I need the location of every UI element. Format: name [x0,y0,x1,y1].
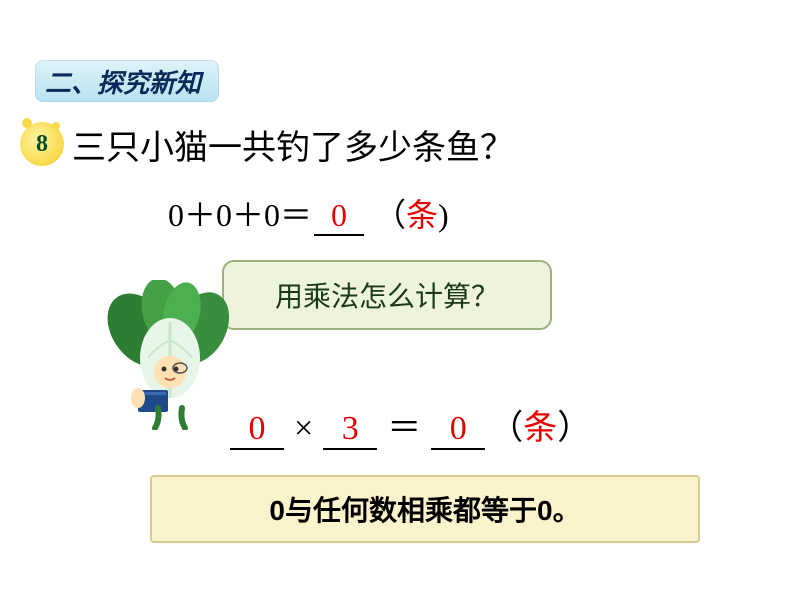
mult-result: 0 [431,410,485,450]
mult-paren-close: ） [557,400,591,449]
mult-eq: ＝ [387,400,421,449]
section-header: 二、探究新知 [35,60,219,102]
addition-equation: 0＋0＋0＝0 （条) [168,190,449,236]
addition-lhs: 0＋0＋0＝ [168,197,312,233]
section-header-text: 二、探究新知 [45,63,201,100]
callout-text: 用乘法怎么计算？ [275,275,499,315]
addition-result: 0 [314,197,364,236]
multiplication-equation: 0 × 3 ＝ 0 （条） [226,400,591,450]
mult-op: × [294,410,313,448]
callout-box: 用乘法怎么计算？ [222,260,552,330]
mult-paren-open: （ [489,400,523,449]
problem-badge: 8 [20,122,64,166]
paren-close: ) [438,197,449,233]
rule-text: 0与任何数相乘都等于0。 [269,489,580,529]
mult-b: 3 [323,410,377,450]
badge-number: 8 [36,131,48,158]
rule-box: 0与任何数相乘都等于0。 [150,475,700,543]
question-text: 三只小猫一共钓了多少条鱼？ [72,120,514,169]
mult-unit: 条 [523,400,557,449]
addition-unit: 条 [406,197,438,233]
mult-a: 0 [230,410,284,450]
paren-open: （ [374,197,406,233]
cabbage-character-icon [100,280,240,430]
